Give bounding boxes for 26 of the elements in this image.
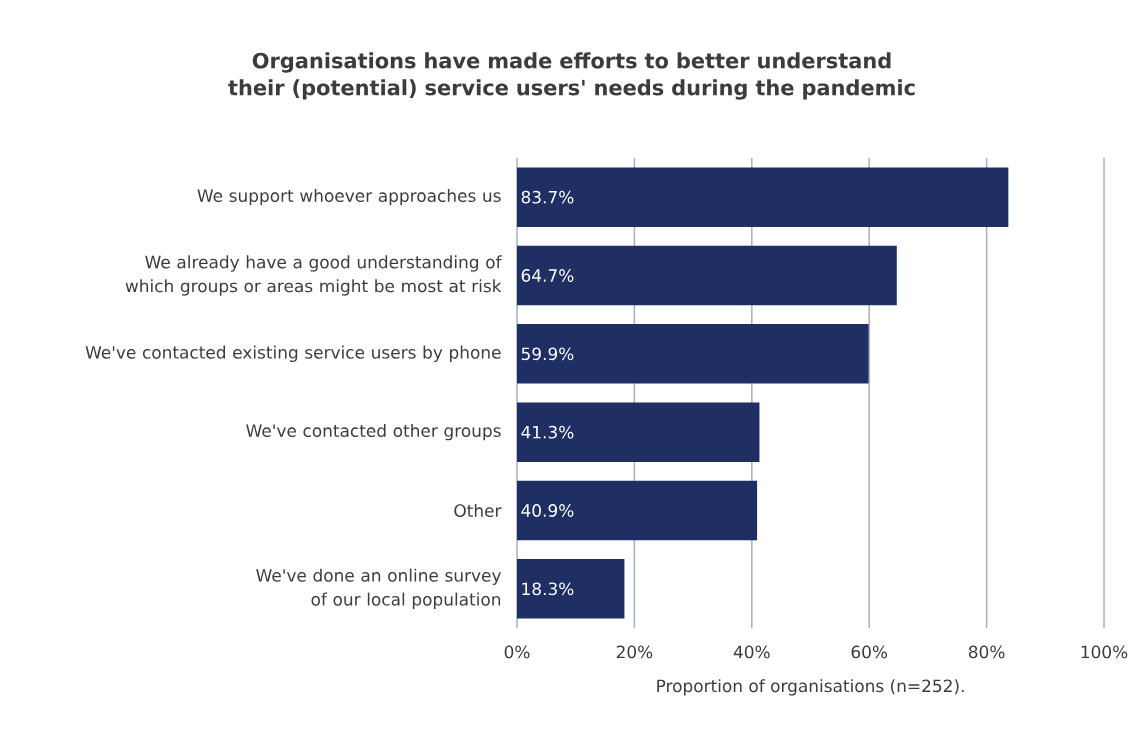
x-tick-label: 40% <box>733 645 770 659</box>
x-tick-label: 0% <box>504 645 530 659</box>
data-label: 40.9% <box>521 504 574 517</box>
data-label: 64.7% <box>521 269 574 282</box>
y-tick-label: We've done an online survey of our local population <box>256 568 501 609</box>
x-tick-label: 20% <box>616 645 653 659</box>
y-tick-label: We've contacted existing service users by phone <box>85 345 501 363</box>
y-tick-label: We support whoever approaches us <box>197 188 501 206</box>
data-label: 59.9% <box>521 347 574 361</box>
x-tick-label: 80% <box>968 645 1005 659</box>
x-tick-label: 100% <box>1081 645 1128 659</box>
data-label: 41.3% <box>521 425 574 439</box>
bar <box>517 324 869 384</box>
bar <box>517 480 758 541</box>
bar <box>517 402 760 462</box>
data-label: 18.3% <box>522 582 574 596</box>
x-tick-label: 60% <box>851 645 888 659</box>
bar <box>517 245 897 306</box>
y-tick-label: We already have a good understanding of which groups or areas might be most at risk <box>125 255 502 296</box>
bar <box>517 559 625 619</box>
bar <box>517 167 1009 227</box>
x-axis-title: Proportion of organisations (n=252). <box>657 679 964 696</box>
chart-title: Organisations have made efforts to better understand their (potential) service users' needs during the pandemic <box>228 52 915 100</box>
data-label: 83.7% <box>521 190 574 204</box>
y-tick-label: We've contacted other groups <box>246 423 501 441</box>
y-tick-label: Other <box>454 503 502 518</box>
